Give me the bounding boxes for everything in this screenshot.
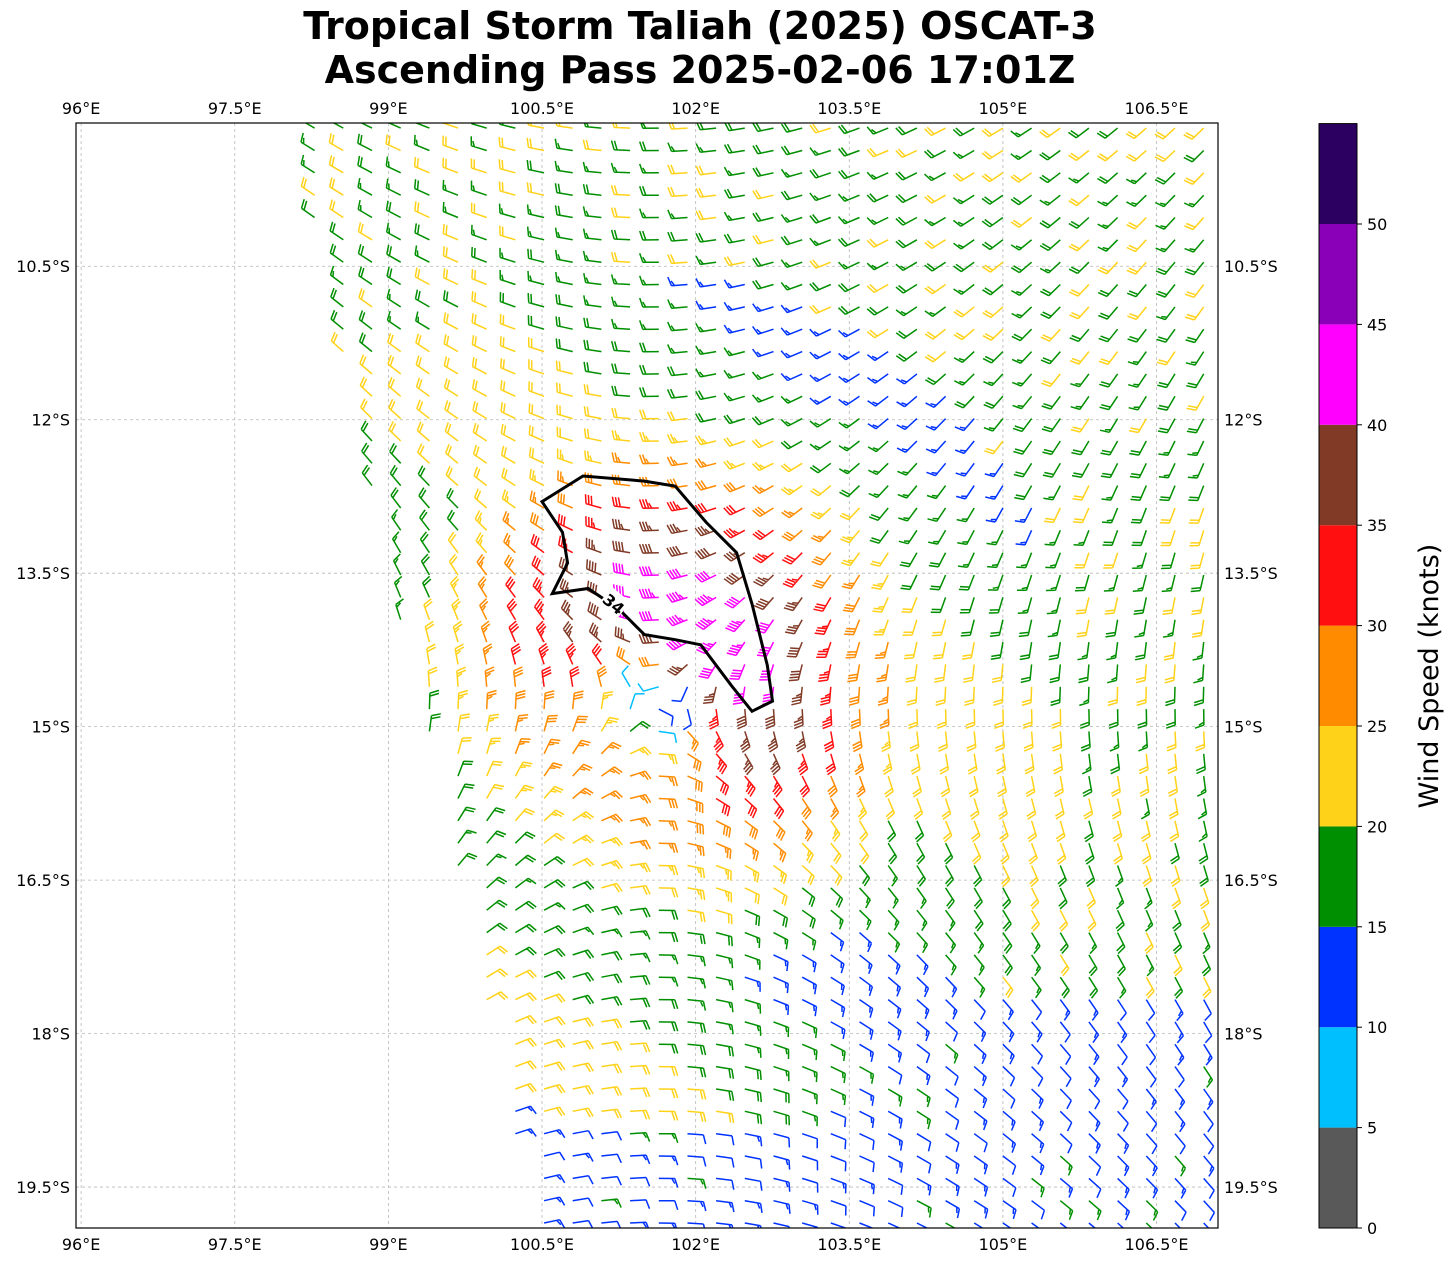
- lon-tick-label-bottom: 97.5°E: [208, 1235, 262, 1254]
- lon-tick-label-bottom: 103.5°E: [817, 1235, 881, 1254]
- latitude-labels-left: 10.5°S 12°S 13.5°S 15°S 16.5°S 18°S 19.5°S: [16, 257, 70, 1197]
- lon-tick-label-bottom: 102°E: [671, 1235, 720, 1254]
- lon-tick-label-top: 105°E: [979, 99, 1028, 118]
- latitude-labels-right: 10.5°S 12°S 13.5°S 15°S 16.5°S 18°S 19.5°S: [1224, 257, 1278, 1197]
- lat-tick-label-left: 18°S: [31, 1025, 70, 1044]
- wind-barb-group: [558, 518, 807, 776]
- colorbar-tick-label: 20: [1367, 817, 1387, 836]
- colorbar-bin: [1319, 424, 1357, 526]
- colorbar-bin: [1319, 324, 1357, 425]
- colorbar-tick-label: 35: [1367, 516, 1387, 535]
- colorbar-bin: [1319, 726, 1357, 827]
- colorbar-tick-label: 15: [1367, 918, 1387, 937]
- lon-tick-label-bottom: 105°E: [979, 1235, 1028, 1254]
- lat-tick-label-left: 15°S: [31, 718, 70, 737]
- contour-label-bg: [598, 586, 631, 620]
- wind-barb-group: [300, 123, 1212, 1124]
- lon-tick-label-bottom: 100.5°E: [510, 1235, 574, 1254]
- title-line-1: Tropical Storm Taliah (2025) OSCAT-3: [303, 4, 1097, 48]
- wind-barb-group: [300, 123, 1214, 1228]
- colorbar-tick-label: 5: [1367, 1119, 1377, 1138]
- lon-tick-label-top: 102°E: [671, 99, 720, 118]
- lat-tick-label-right: 19.5°S: [1224, 1178, 1278, 1197]
- lon-tick-label-bottom: 99°E: [369, 1235, 407, 1254]
- colorbar-bin: [1319, 1127, 1357, 1228]
- colorbar: 0 5 10 15 20 25 30 35 40 45 50: [1318, 123, 1387, 1238]
- wind-barb-group: [515, 276, 1216, 1228]
- lat-tick-label-right: 15°S: [1224, 718, 1263, 737]
- colorbar-bin: [1319, 525, 1357, 626]
- colorbar-tick-label: 30: [1367, 617, 1387, 636]
- lon-tick-label-top: 99°E: [369, 99, 407, 118]
- lon-tick-label-top: 97.5°E: [208, 99, 262, 118]
- title-line-2: Ascending Pass 2025-02-06 17:01Z: [324, 48, 1076, 92]
- colorbar-tick-label: 45: [1367, 315, 1387, 334]
- lat-tick-label-left: 16.5°S: [16, 871, 70, 890]
- wind-barb-group: [476, 452, 890, 863]
- lon-tick-label-top: 100.5°E: [510, 99, 574, 118]
- colorbar-tick-label: 25: [1367, 717, 1387, 736]
- wind-barb-group: [621, 665, 678, 744]
- colorbar-bin: [1319, 826, 1357, 927]
- lon-tick-label-top: 96°E: [62, 99, 100, 118]
- lon-tick-label-top: 103.5°E: [817, 99, 881, 118]
- lat-tick-label-right: 10.5°S: [1224, 257, 1278, 276]
- colorbar-frame: [1318, 123, 1358, 1229]
- colorbar-bin: [1319, 224, 1357, 325]
- lat-tick-label-left: 12°S: [31, 411, 70, 430]
- contour-34kt: [539, 474, 775, 714]
- wind-barb-group: [612, 562, 775, 706]
- colorbar-tick-label: 10: [1367, 1018, 1387, 1037]
- longitude-labels-top: 96°E 97.5°E 99°E 100.5°E 102°E 103.5°E 105°E 10…: [62, 99, 1189, 118]
- map-frame: [75, 122, 1219, 1229]
- lat-tick-label-left: 10.5°S: [16, 257, 70, 276]
- lon-tick-label-bottom: 96°E: [62, 1235, 100, 1254]
- colorbar-tick-label: 0: [1367, 1219, 1377, 1238]
- wind-barbs: [300, 123, 1216, 1228]
- colorbar-bin: [1319, 1027, 1357, 1128]
- longitude-labels-bottom: 96°E 97.5°E 99°E 100.5°E 102°E 103.5°E 105°E 10…: [62, 1235, 1189, 1254]
- wind-barb-group: [505, 494, 837, 820]
- colorbar-bin: [1319, 926, 1357, 1028]
- lat-tick-label-left: 19.5°S: [16, 1178, 70, 1197]
- lon-tick-label-bottom: 106.5°E: [1125, 1235, 1189, 1254]
- colorbar-bin: [1319, 625, 1357, 726]
- lat-tick-label-right: 13.5°S: [1224, 564, 1278, 583]
- lon-tick-label-top: 106.5°E: [1125, 99, 1189, 118]
- lat-tick-label-left: 13.5°S: [16, 564, 70, 583]
- colorbar-label: Wind Speed (knots): [1414, 544, 1445, 809]
- colorbar-bin: [1319, 123, 1357, 224]
- colorbar-tick-label: 40: [1367, 416, 1387, 435]
- map-title: Tropical Storm Taliah (2025) OSCAT-3 Asc…: [0, 4, 1400, 92]
- gridlines: [76, 123, 1218, 1228]
- lat-tick-label-right: 18°S: [1224, 1025, 1263, 1044]
- colorbar-tick-label: 50: [1367, 215, 1387, 234]
- lat-tick-label-right: 16.5°S: [1224, 871, 1278, 890]
- lat-tick-label-right: 12°S: [1224, 411, 1263, 430]
